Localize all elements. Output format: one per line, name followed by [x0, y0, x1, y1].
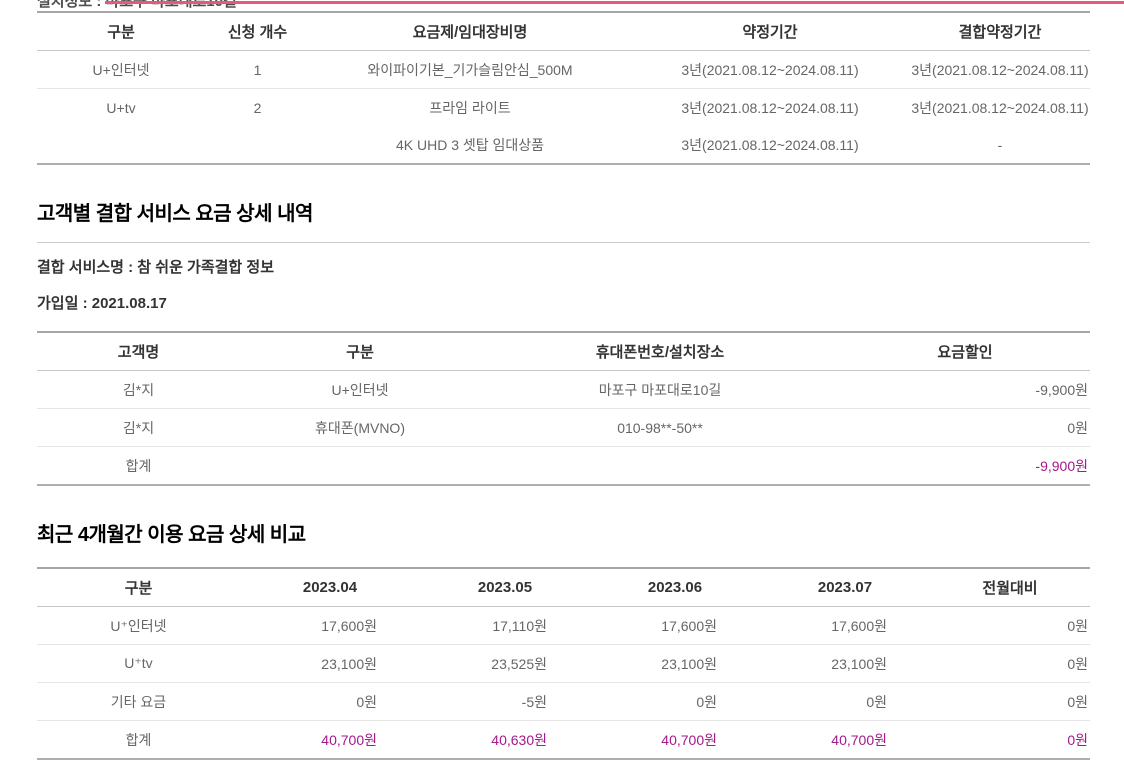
total-value: 0원 — [1067, 731, 1088, 748]
total-row: 합계 -9,900원 — [37, 446, 1090, 486]
table-row: U⁺인터넷 17,600원 17,110원 17,600원 17,600원 0원 — [37, 607, 1090, 645]
column-header-month-3: 2023.06 — [647, 579, 703, 596]
table-cell: U+인터넷 — [331, 381, 389, 398]
table-cell: 0원 — [356, 693, 377, 710]
table-cell: -5원 — [521, 693, 547, 710]
column-header-category: 구분 — [107, 24, 135, 41]
table-cell: 마포구 마포대로10길 — [598, 381, 722, 398]
section-title-bundle: 고객별 결합 서비스 요금 상세 내역 — [37, 203, 313, 225]
table-cell: 010-98**-50** — [617, 419, 703, 436]
bundle-fee-section: 고객별 결합 서비스 요금 상세 내역 결합 서비스명 : 참 쉬운 가족결합 … — [37, 201, 1090, 486]
table-row: U⁺tv 23,100원 23,525원 23,100원 23,100원 0원 — [37, 644, 1090, 683]
table-cell: 1 — [253, 61, 262, 78]
table-cell: 휴대폰(MVNO) — [315, 419, 405, 436]
service-summary-table: 구분 신청 개수 요금제/임대장비명 약정기간 결합약정기간 U+인터넷 1 와… — [37, 11, 1090, 165]
column-header-count: 신청 개수 — [227, 24, 288, 41]
column-header-mom-change: 전월대비 — [982, 580, 1038, 597]
table-header-row: 고객명 구분 휴대폰번호/설치장소 요금할인 — [37, 332, 1090, 371]
table-cell — [205, 126, 310, 164]
table-cell: 23,100원 — [661, 655, 717, 672]
table-cell: U⁺인터넷 — [110, 617, 167, 634]
table-cell: 기타 요금 — [110, 693, 167, 710]
column-header-plan: 요금제/임대장비명 — [412, 24, 528, 41]
total-row: 합계 40,700원 40,630원 40,700원 40,700원 0원 — [37, 720, 1090, 760]
table-cell: 23,100원 — [321, 655, 377, 672]
table-cell — [37, 126, 205, 164]
page-content: 구분 신청 개수 요금제/임대장비명 약정기간 결합약정기간 U+인터넷 1 와… — [37, 11, 1090, 760]
column-header-customer: 고객명 — [117, 344, 160, 361]
table-cell: 23,525원 — [491, 655, 547, 672]
table-cell: 23,100원 — [831, 655, 887, 672]
table-cell: U+인터넷 — [92, 61, 150, 78]
total-value: 40,700원 — [661, 731, 717, 748]
table-cell: - — [997, 136, 1003, 153]
bundle-join-date: 가입일 : 2021.08.17 — [37, 295, 167, 312]
table-row: 기타 요금 0원 -5원 0원 0원 0원 — [37, 682, 1090, 721]
table-cell — [240, 447, 480, 486]
bundle-service-name: 결합 서비스명 : 참 쉬운 가족결합 정보 — [37, 259, 275, 276]
total-value: 40,700원 — [321, 731, 377, 748]
bundle-fee-table: 고객명 구분 휴대폰번호/설치장소 요금할인 김*지 U+인터넷 마포구 마포대… — [37, 331, 1090, 486]
table-cell: 프라임 라이트 — [429, 99, 511, 116]
column-header-contract: 약정기간 — [742, 24, 798, 41]
clipped-header-row: 설치정보 : 마포구 마포대로10길 — [0, 0, 1124, 11]
install-info-text: 설치정보 : 마포구 마포대로10길 — [37, 0, 237, 10]
table-cell: 2 — [253, 99, 262, 116]
table-row: 4K UHD 3 셋탑 임대상품 3년(2021.08.12~2024.08.1… — [37, 126, 1090, 164]
total-discount-value: -9,900원 — [1035, 457, 1088, 474]
table-cell: U+tv — [106, 99, 136, 116]
table-header-row: 구분 신청 개수 요금제/임대장비명 약정기간 결합약정기간 — [37, 12, 1090, 51]
total-label: 합계 — [125, 457, 152, 474]
fee-comparison-section: 최근 4개월간 이용 요금 상세 비교 구분 2023.04 2023.05 2… — [37, 522, 1090, 760]
section-title-comparison: 최근 4개월간 이용 요금 상세 비교 — [37, 524, 306, 546]
table-row: U+인터넷 1 와이파이기본_기가슬림안심_500M 3년(2021.08.12… — [37, 51, 1090, 89]
table-header-row: 구분 2023.04 2023.05 2023.06 2023.07 전월대비 — [37, 568, 1090, 607]
column-header-month-1: 2023.04 — [302, 579, 358, 596]
column-header-discount: 요금할인 — [937, 344, 993, 361]
table-cell — [480, 447, 840, 486]
column-header-month-4: 2023.07 — [817, 579, 873, 596]
table-cell: 0원 — [866, 693, 887, 710]
total-value: 40,700원 — [831, 731, 887, 748]
fee-comparison-table: 구분 2023.04 2023.05 2023.06 2023.07 전월대비 … — [37, 567, 1090, 760]
table-cell: 17,110원 — [492, 617, 547, 634]
column-header-category: 구분 — [124, 580, 153, 597]
table-cell: 3년(2021.08.12~2024.08.11) — [681, 136, 859, 153]
table-cell: -9,900원 — [1035, 381, 1088, 398]
table-row: 김*지 U+인터넷 마포구 마포대로10길 -9,900원 — [37, 371, 1090, 409]
table-row: U+tv 2 프라임 라이트 3년(2021.08.12~2024.08.11)… — [37, 88, 1090, 127]
table-cell: 17,600원 — [831, 617, 887, 634]
table-row: 김*지 휴대폰(MVNO) 010-98**-50** 0원 — [37, 408, 1090, 447]
total-value: 40,630원 — [491, 731, 547, 748]
total-label: 합계 — [125, 731, 152, 748]
table-cell: 0원 — [1067, 419, 1088, 436]
table-cell: 0원 — [1067, 693, 1088, 710]
table-cell: 3년(2021.08.12~2024.08.11) — [911, 61, 1089, 78]
column-header-category: 구분 — [346, 344, 374, 361]
table-cell: 김*지 — [122, 419, 155, 436]
table-cell: 4K UHD 3 셋탑 임대상품 — [395, 136, 545, 153]
column-header-bundle-contract: 결합약정기간 — [958, 24, 1042, 41]
table-cell: 3년(2021.08.12~2024.08.11) — [681, 61, 859, 78]
table-cell: 와이파이기본_기가슬림안심_500M — [367, 61, 573, 78]
column-header-month-2: 2023.05 — [477, 579, 533, 596]
table-cell: 17,600원 — [661, 617, 717, 634]
table-cell: 김*지 — [122, 381, 155, 398]
section-divider — [37, 242, 1090, 243]
table-cell: 0원 — [1067, 655, 1088, 672]
table-cell: 0원 — [696, 693, 717, 710]
table-cell: 0원 — [1067, 617, 1088, 634]
table-cell: 3년(2021.08.12~2024.08.11) — [911, 99, 1089, 116]
table-cell: 3년(2021.08.12~2024.08.11) — [681, 99, 859, 116]
accent-line — [105, 1, 1124, 4]
table-cell: 17,600원 — [321, 617, 377, 634]
table-cell: U⁺tv — [124, 655, 153, 671]
column-header-phone-location: 휴대폰번호/설치장소 — [595, 344, 725, 361]
